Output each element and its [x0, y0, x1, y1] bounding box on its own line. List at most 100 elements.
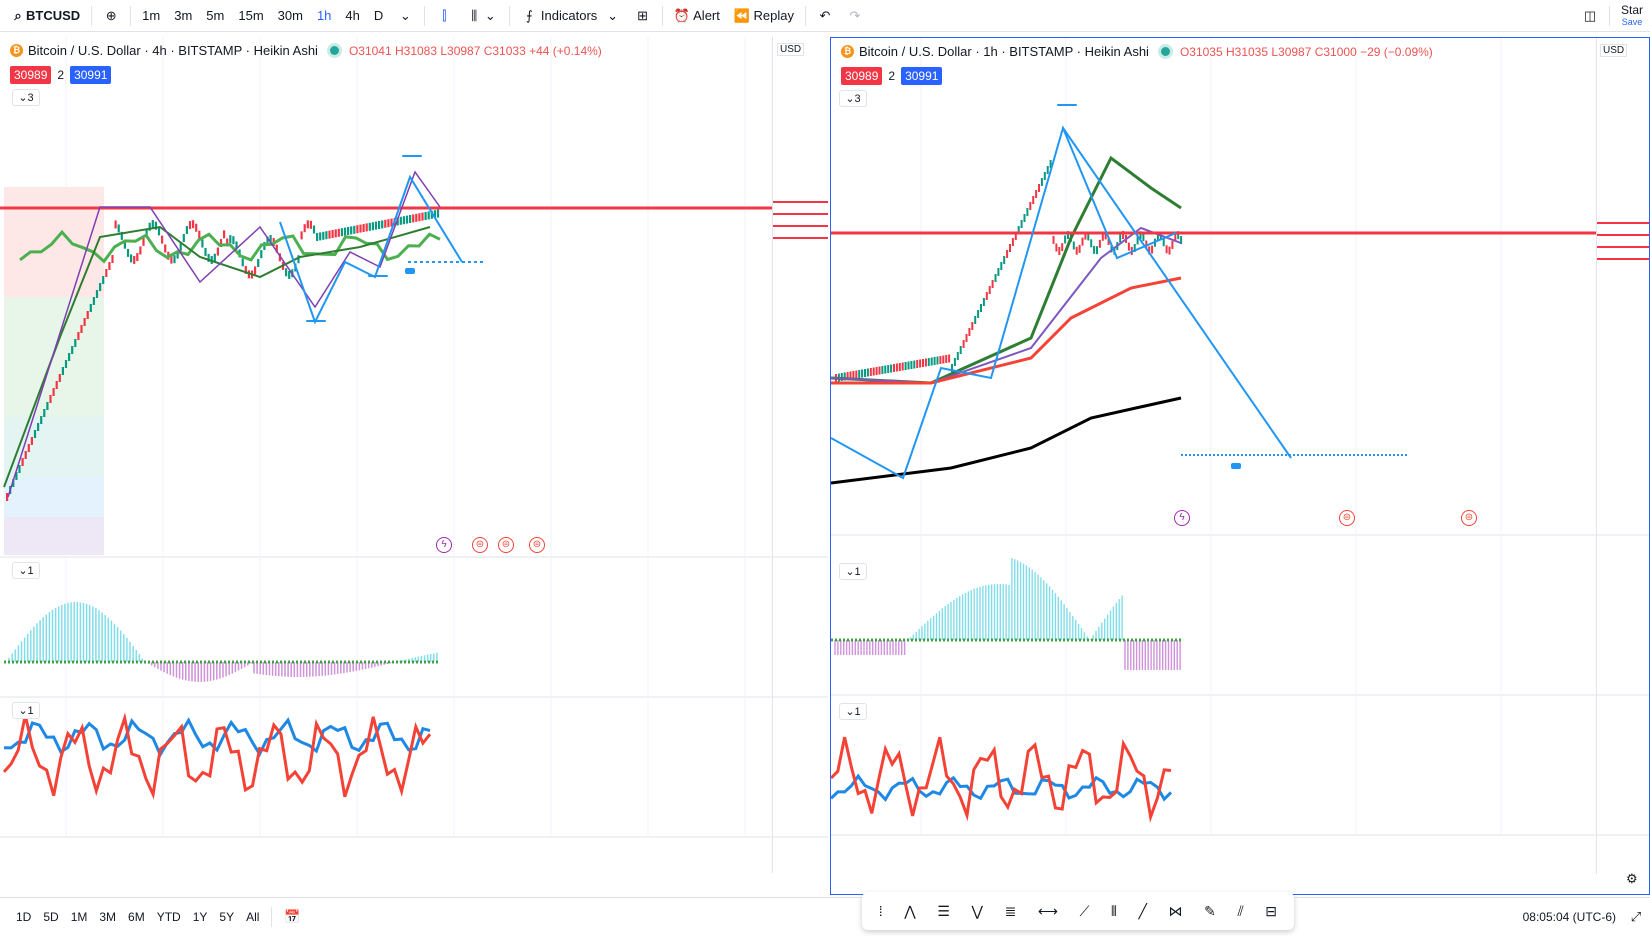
candle: [849, 371, 852, 380]
candle: [965, 334, 968, 342]
candle: [331, 230, 334, 238]
prz-label: [405, 268, 415, 274]
clock-timezone[interactable]: 08:05:04 (UTC-6): [1522, 910, 1616, 924]
symbol-search[interactable]: ⌕ BTCUSD: [0, 0, 87, 32]
range-6m[interactable]: 6M: [128, 910, 145, 924]
xabcd-pattern-icon[interactable]: ⋀: [904, 902, 916, 919]
sell-price-button[interactable]: 30989: [841, 67, 883, 85]
candle: [1003, 256, 1006, 264]
market-status-icon: [1160, 47, 1170, 56]
replay-button[interactable]: ⏪ Replay: [727, 0, 801, 32]
candle: [1078, 244, 1081, 253]
candle: [86, 311, 89, 319]
parallel-channel-icon[interactable]: ⫽: [1237, 902, 1244, 919]
left-price-axis[interactable]: USD: [772, 37, 828, 873]
interval-1h[interactable]: 1h: [316, 8, 332, 23]
candle: [254, 266, 257, 275]
currency-button[interactable]: USD: [1600, 44, 1628, 57]
save-layout-button[interactable]: Star Save: [1614, 0, 1650, 32]
measure-icon[interactable]: ⊟: [1265, 902, 1278, 919]
candle: [207, 253, 210, 262]
price-tag: [1597, 234, 1649, 236]
redo-button[interactable]: ↷: [840, 0, 870, 32]
candle: [288, 270, 291, 279]
replay-label: Replay: [753, 8, 794, 23]
indicators-collapse-button[interactable]: ⌄ 3: [12, 89, 40, 106]
range-5y[interactable]: 5Y: [219, 910, 235, 924]
candle: [878, 366, 881, 375]
horizontal-lines-icon[interactable]: ☰: [937, 902, 950, 919]
candle: [415, 213, 418, 222]
interval-dropdown[interactable]: ⌄: [390, 0, 420, 32]
candle: [77, 332, 80, 340]
interval-1m[interactable]: 1m: [142, 8, 161, 23]
left-chart-pane[interactable]: ₿ Bitcoin / U.S. Dollar · 4h · BITSTAMP …: [0, 37, 828, 895]
candle: [102, 276, 105, 284]
drag-handle-icon[interactable]: ⁞: [878, 903, 883, 919]
horizontal-ray-icon[interactable]: ⟷: [1037, 902, 1058, 919]
interval-3m[interactable]: 3m: [174, 8, 193, 23]
pitchfork-icon[interactable]: ⫴: [1111, 902, 1117, 919]
candle: [325, 231, 328, 240]
indicators-collapse-button[interactable]: ⌄ 3: [839, 90, 867, 107]
goto-date-button[interactable]: 📅: [278, 909, 306, 925]
candle: [123, 240, 126, 249]
interval-5m[interactable]: 5m: [206, 8, 225, 23]
candle: [1072, 241, 1075, 250]
range-3m[interactable]: 3M: [99, 910, 117, 924]
candle: [869, 368, 872, 376]
interval-d[interactable]: D: [373, 8, 384, 23]
range-1d[interactable]: 1D: [16, 910, 32, 924]
range-1y[interactable]: 1Y: [192, 910, 208, 924]
chart-type-button[interactable]: ⫼ ⌄: [459, 0, 505, 32]
candle: [387, 219, 390, 228]
rsi-collapse-button[interactable]: ⌄ 1: [12, 702, 40, 719]
buy-price-button[interactable]: 30991: [70, 66, 112, 84]
zone-purple: [4, 517, 104, 555]
range-all[interactable]: All: [246, 910, 260, 924]
interval-4h[interactable]: 4h: [345, 8, 360, 23]
head-shoulders-icon[interactable]: ⋈: [1168, 902, 1183, 919]
undo-button[interactable]: ↶: [810, 0, 840, 32]
oscillator-collapse-button[interactable]: ⌄ 1: [12, 562, 40, 579]
right-chart-canvas[interactable]: [831, 38, 1649, 894]
candle: [971, 322, 974, 330]
candle: [213, 253, 216, 262]
candle: [980, 304, 982, 312]
candle: [901, 362, 904, 371]
rsi-collapse-button[interactable]: ⌄ 1: [839, 703, 867, 720]
range-ytd[interactable]: YTD: [156, 910, 181, 924]
interval-30m[interactable]: 30m: [277, 8, 303, 23]
layout-toggle-button[interactable]: ◫: [1575, 0, 1605, 32]
line-tool-icon[interactable]: ╱: [1138, 902, 1147, 919]
collapse-count: 3: [854, 92, 861, 105]
candle: [27, 444, 30, 452]
sell-price-button[interactable]: 30989: [10, 66, 52, 84]
oscillator-collapse-button[interactable]: ⌄ 1: [839, 563, 867, 580]
candle: [108, 262, 111, 270]
abcd-pattern-icon[interactable]: ⋁: [971, 902, 983, 919]
brush-icon[interactable]: ✎: [1204, 902, 1216, 919]
ema-mid-line: [831, 226, 1182, 385]
top-toolbar: ⌕ BTCUSD ⊕ 1m 3m 5m 15m 30m 1h 4h D ⌄ ⫿ ⫼…: [0, 0, 1650, 32]
range-1m[interactable]: 1M: [70, 910, 88, 924]
left-chart-canvas[interactable]: [0, 37, 828, 895]
candle: [390, 218, 393, 227]
layouts-button[interactable]: ⊞: [628, 0, 658, 32]
fullscreen-button[interactable]: ⤢: [1622, 909, 1650, 925]
bars-style-button[interactable]: ⫿: [429, 0, 459, 32]
compare-button[interactable]: ⊕: [96, 0, 126, 32]
settings-gear-icon[interactable]: ⚙: [1626, 871, 1638, 886]
alert-button[interactable]: ⏰ Alert: [667, 0, 727, 32]
buy-price-button[interactable]: 30991: [901, 67, 943, 85]
date-range-buttons: 1D 5D 1M 3M 6M YTD 1Y 5Y All: [0, 910, 265, 924]
indicators-button[interactable]: ⨍ Indicators ⌄: [514, 0, 627, 32]
trend-line-icon[interactable]: ⟋: [1079, 902, 1090, 919]
fib-retracement-icon[interactable]: ≣: [1004, 902, 1017, 919]
range-5d[interactable]: 5D: [43, 910, 59, 924]
currency-button[interactable]: USD: [777, 43, 805, 56]
interval-15m[interactable]: 15m: [238, 8, 264, 23]
alert-label: Alert: [693, 8, 720, 23]
right-price-axis[interactable]: USD: [1596, 38, 1649, 874]
right-chart-pane[interactable]: ₿ Bitcoin / U.S. Dollar · 1h · BITSTAMP …: [830, 37, 1650, 895]
